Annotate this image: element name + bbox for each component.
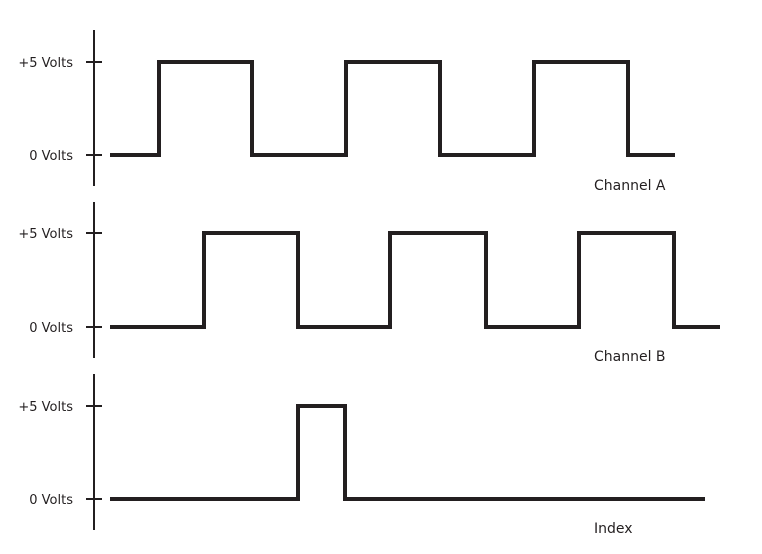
index-low-level-label: 0 Volts: [29, 493, 73, 508]
index-high-level-label: +5 Volts: [18, 400, 73, 415]
channel-a-low-level-label: 0 Volts: [29, 149, 73, 164]
channel-a-label: Channel A: [594, 178, 666, 194]
channel-b-low-level-label: 0 Volts: [29, 321, 73, 336]
channel-b-label: Channel B: [594, 349, 666, 365]
channel-a-waveform: [110, 60, 675, 157]
channel-b-waveform: [110, 231, 720, 329]
index-waveform: [110, 404, 705, 501]
channel-a-panel: +5 Volts 0 Volts Channel A: [18, 30, 675, 194]
index-label: Index: [594, 521, 633, 537]
channel-b-panel: +5 Volts 0 Volts Channel B: [18, 202, 720, 365]
index-panel: +5 Volts 0 Volts Index: [18, 374, 705, 537]
channel-b-high-level-label: +5 Volts: [18, 227, 73, 242]
channel-a-high-level-label: +5 Volts: [18, 56, 73, 71]
